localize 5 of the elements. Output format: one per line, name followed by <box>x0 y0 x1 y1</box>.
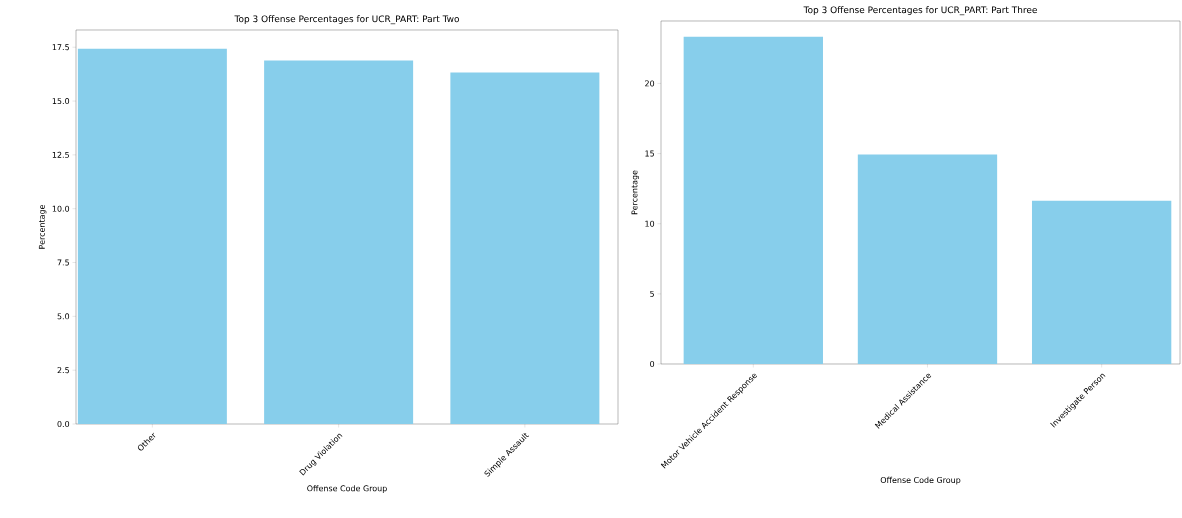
chart-title: Top 3 Offense Percentages for UCR_PART: Part Two <box>234 15 459 25</box>
bar <box>1031 200 1172 364</box>
bar <box>857 154 998 364</box>
bar <box>683 36 823 364</box>
chart-title: Top 3 Offense Percentages for UCR_PART: Part Three <box>803 6 1037 16</box>
